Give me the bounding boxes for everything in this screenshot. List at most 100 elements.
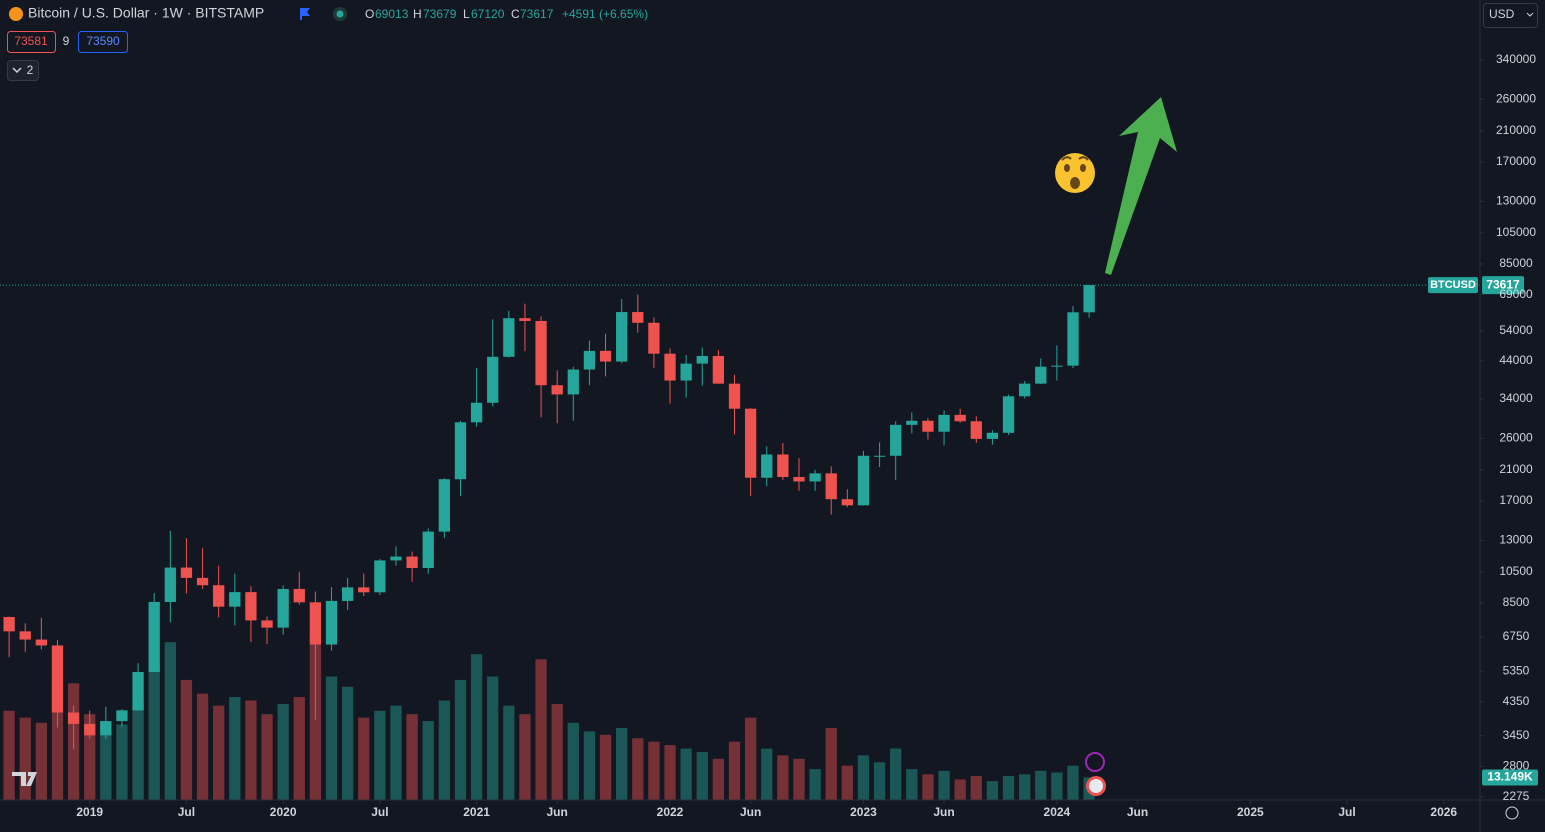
candle-body [1083,285,1095,313]
volume-bar [632,738,644,800]
volume-bar [551,703,563,800]
candle-body [664,353,676,381]
volume-bar [857,755,870,800]
volume-bar [341,686,354,800]
event-icon[interactable] [1085,752,1105,772]
y-tick-label: 2800 [1503,759,1530,773]
volume-bar [19,717,31,800]
candle-body [954,414,966,422]
candle-body [406,556,418,568]
candle-body [616,312,628,362]
y-tick-label: 2275 [1503,789,1530,803]
x-tick-label: 2024 [1044,805,1071,819]
flag[interactable] [300,8,310,20]
candle-body [277,588,289,628]
candle-body [1035,366,1047,384]
volume-bar [712,758,725,800]
y-tick-label: 6750 [1503,629,1530,643]
y-tick-label: 26000 [1499,431,1533,445]
candle-body [84,723,96,736]
volume-bar [293,697,305,800]
candle-body [744,408,757,478]
candle-body [519,318,531,321]
candle-body [454,422,467,480]
candle-body [857,455,870,506]
x-tick-label: Jun [1127,805,1148,819]
x-tick-label: 2025 [1237,805,1264,819]
volume-bar [583,731,596,800]
emoji-face [1055,153,1095,193]
candle-body [632,312,644,323]
candle-body [51,645,64,713]
candle-body [599,350,612,362]
y-tick-label: 69000 [1499,287,1533,301]
candle-body [196,577,209,586]
emoji-mouth [1070,177,1080,189]
volume-bar [374,710,386,800]
flag-icon [1089,779,1103,793]
legend-value: 73679 [423,7,457,21]
candle-body [922,420,934,432]
candle-body [648,322,660,354]
y-tick-label: 260000 [1496,91,1536,105]
chart-title[interactable]: Bitcoin / U.S. Dollar · 1W · BITSTAMP [28,5,264,21]
ask-box[interactable] [78,31,128,53]
candle-body [132,671,144,711]
volume-bar [664,745,676,800]
candle-body [180,567,193,578]
volume-bar [793,758,805,800]
candle-body [35,639,48,646]
volume-bar [196,693,209,800]
currency: USD [1489,7,1515,21]
candle-body [341,587,354,601]
chevron [12,67,22,74]
x-tick-label: 2022 [657,805,684,819]
candle-body [535,320,547,386]
x-tick-label: Jul [371,805,388,819]
overlays: BTCUSD 73617 13.149K [1428,276,1538,786]
volume-bar [970,775,982,800]
x-tick-label: Jul [1338,805,1355,819]
volume-tag [1482,769,1538,786]
y-tick-label: 44000 [1499,353,1533,367]
volume-bar [3,710,15,800]
candle-body [487,356,499,403]
volume-bar [744,717,757,800]
candle-body [358,587,370,593]
candle-body [777,454,789,477]
x-tick-label: 2026 [1430,805,1457,819]
candle-body [245,592,257,621]
candle-body [470,402,483,423]
volume-bar [728,741,741,800]
bid-box[interactable] [7,31,56,53]
indicators-toggle[interactable] [7,60,39,81]
indicators-count: 2 [27,63,34,77]
candle-body [906,420,918,425]
volume-bar [358,717,370,800]
volume-bar [229,697,241,800]
volume-bar [922,774,934,800]
legend-key: C [511,7,520,21]
volume-bar [873,762,886,800]
emoji-eye [1080,164,1086,172]
y-tick-label: 4350 [1503,694,1530,708]
volume-bar [616,727,628,800]
volume-bar [261,714,273,800]
bid: 73581 [14,34,48,48]
candle-body [148,601,160,672]
coin-icon [9,7,23,21]
currency-select[interactable] [1483,3,1538,28]
settings[interactable] [1505,806,1519,820]
candle-body [438,479,450,532]
volume-bar [180,679,193,800]
candle-body [100,721,112,736]
y-tick-label: 21000 [1499,462,1533,476]
emoji [1055,153,1095,193]
candle-body [1019,383,1031,397]
volume-bar [954,779,966,800]
volume-bar [438,700,450,800]
legend-key: O [365,7,374,21]
legend-key: H [413,7,422,21]
